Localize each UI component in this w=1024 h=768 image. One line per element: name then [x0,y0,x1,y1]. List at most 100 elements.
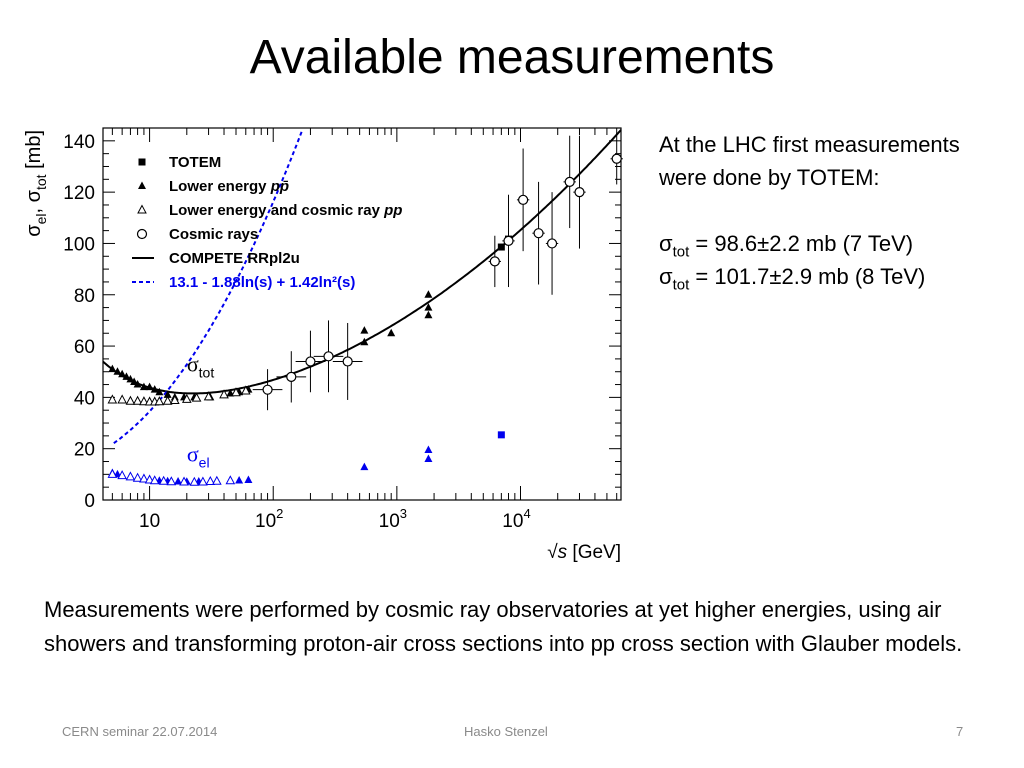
legend-marker [138,158,146,166]
totem-el-point [497,431,505,439]
x-tick-label: 102 [255,506,283,532]
y-tick-label: 140 [63,132,95,153]
lower-energy-and-cosmic-ray-pp-el-point [179,476,189,486]
footer-page-number: 7 [956,724,964,739]
legend-entry: Lower energy pp̄ [169,178,289,195]
y-tick-label: 20 [74,440,95,461]
lower-energy-and-cosmic-ray-pp-point [181,393,192,403]
lower-energy-pp-el-point [360,462,369,471]
lower-energy-pp-el-point [235,476,244,484]
lower-energy-and-cosmic-ray-pp-el-point [117,470,127,480]
cosmic-rays-point [503,235,514,246]
lower-energy-and-cosmic-ray-pp-point [203,391,214,401]
lower-energy-pp--point [118,369,127,378]
cosmic-rays-point [518,194,529,205]
y-tick-label: 0 [84,491,95,512]
lower-energy-and-cosmic-ray-pp-el-point [158,475,169,485]
lower-energy-and-cosmic-ray-pp-point [191,392,202,402]
legend-entry: 13.1 - 1.88ln(s) + 1.42ln²(s) [169,274,355,291]
lower-energy-and-cosmic-ray-pp-point [154,396,165,406]
legend-entry: COMPETE RRpl2u [169,250,300,267]
legend-entry: Cosmic rays [169,226,258,243]
legend-entry: Lower energy and cosmic ray pp [169,202,402,219]
y-axis-label: σel, σtot [mb] [23,130,49,237]
cosmic-rays-point [262,384,273,395]
cross-section-chart: 0 20 40 60 80 100 120 140 10 102 103 104 √s [GeV] σel… [23,127,623,563]
lower-energy-pp-el-point [174,477,183,485]
cosmic-rays-point [305,356,316,367]
lower-energy-pp--point [145,382,154,391]
cosmic-rays-point [564,176,575,187]
legend-marker [137,204,147,214]
lower-energy-pp--point [122,372,131,380]
footer-center: Hasko Stenzel [464,724,548,739]
y-tick-label: 100 [63,234,95,255]
footer-left: CERN seminar 22.07.2014 [62,724,218,739]
lower-energy-and-cosmic-ray-pp-el-point [205,475,216,486]
lower-energy-pp--point [133,380,142,388]
legend-marker [138,181,146,189]
lower-energy-pp--point [424,290,433,298]
lower-energy-pp--point [163,390,172,398]
lower-energy-pp--point [387,328,396,337]
x-tick-label: 10 [139,511,160,532]
bottom-paragraph: Measurements were performed by cosmic ra… [44,597,963,656]
lower-energy-and-cosmic-ray-pp-point [139,396,149,406]
x-tick-label: 103 [379,506,407,532]
lower-energy-and-cosmic-ray-pp-el-point [149,475,160,485]
lower-energy-and-cosmic-ray-pp-el-point [225,475,236,485]
lower-energy-and-cosmic-ray-pp-point [162,395,173,405]
lower-energy-pp-el-point [424,454,433,462]
cosmic-rays-point [546,238,558,249]
legend-marker [136,228,148,240]
lower-energy-and-cosmic-ray-pp-point [240,385,251,395]
cosmic-rays-point [611,153,622,164]
x-tick-label: 104 [502,506,530,532]
lower-energy-pp-el-point [244,475,253,483]
lower-energy-and-cosmic-ray-pp-el-point [166,476,177,486]
lower-energy-pp--point [360,326,369,334]
x-axis-label: √s [GeV] [547,542,621,563]
totem-point [497,243,505,251]
lower-energy-and-cosmic-ray-pp-point [231,387,241,397]
totem-result-7tev: σtot = 98.6±2.2 mb (7 TeV) [659,231,914,261]
y-tick-label: 80 [74,286,95,307]
slide-title: Available measurements [249,31,775,84]
lower-energy-and-cosmic-ray-pp-point [219,389,229,399]
lower-energy-pp--point [139,382,148,391]
sigma-tot-label: σtot [187,352,215,381]
lower-energy-and-cosmic-ray-pp-el-point [107,468,118,478]
legend-entry: TOTEM [169,154,221,171]
lower-energy-pp--point [113,367,122,375]
y-tick-label: 60 [74,337,95,358]
lower-energy-and-cosmic-ray-pp-point [125,395,136,405]
lower-energy-pp--point [155,387,164,396]
lower-energy-pp--point [150,385,159,393]
lower-energy-pp--point [126,374,135,383]
y-tick-label: 120 [63,183,95,204]
lower-energy-pp-el-point [424,445,433,453]
y-tick-label: 40 [74,388,95,409]
lower-energy-and-cosmic-ray-pp-point [132,395,143,405]
plot-frame [102,127,622,501]
lower-energy-and-cosmic-ray-pp-el-point [125,471,136,481]
cosmic-rays-point [323,351,334,362]
side-intro: At the LHC first measurements were done … [659,132,960,190]
totem-result-8tev: σtot = 101.7±2.9 mb (8 TeV) [659,264,926,294]
cosmic-rays-point [342,356,353,367]
cosmic-rays-point [489,256,500,267]
lower-energy-and-cosmic-ray-pp-point [117,394,127,404]
cosmic-rays-point [574,187,585,198]
lower-energy-and-cosmic-ray-pp-el-point [132,472,143,482]
lower-energy-and-cosmic-ray-pp-point [169,394,180,404]
lower-energy-and-cosmic-ray-pp-el-point [198,476,208,486]
lower-energy-and-cosmic-ray-pp-point [107,394,118,404]
lower-energy-pp--point [108,364,117,373]
lower-energy-and-cosmic-ray-pp-el-point [139,473,149,483]
side-text: At the LHC first measurements were done … [659,128,1004,293]
lower-energy-pp--point [424,310,433,319]
cosmic-rays-point [286,371,297,382]
sigma-el-label: σel [187,442,210,471]
lower-energy-pp--point [360,337,369,346]
lower-energy-and-cosmic-ray-pp-el-point [189,476,200,486]
